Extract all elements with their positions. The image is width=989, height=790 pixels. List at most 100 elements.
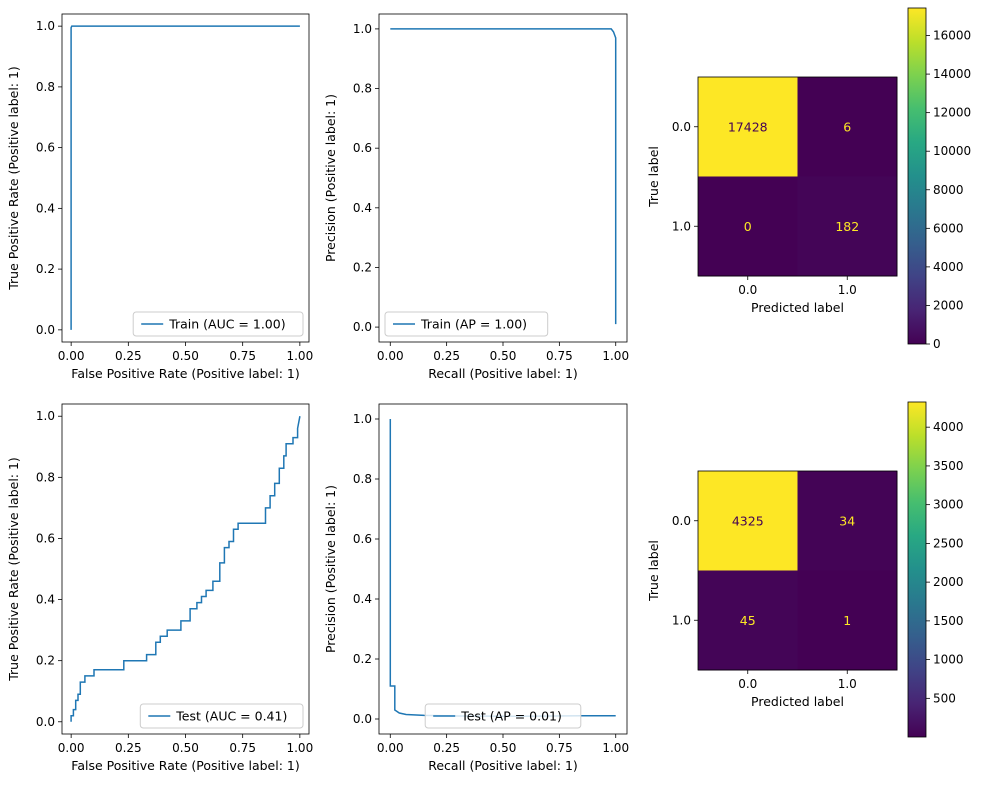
colorbar-tick-label: 3500 [933,459,964,473]
y-tick-label: 0.0 [353,712,372,726]
x-axis-label: Recall (Positive label: 1) [428,366,578,381]
y-tick-label: 0.2 [353,652,372,666]
heatmap-cell [698,570,798,671]
colorbar: 0 2000 4000 6000 8000 10000 12000 14000 16000 [907,7,971,351]
colorbar-tick-label: 2000 [933,298,964,312]
heatmap-cell [698,471,798,571]
axes-frame [697,470,898,671]
legend: Train (AP = 1.00) [384,311,549,337]
colorbar-tick-label: 3000 [933,498,964,512]
legend-label: Train (AUC = 1.00) [168,317,285,332]
y-tick-label: 0.6 [36,141,55,155]
x-tick-label: 1.0 [838,677,857,691]
x-axis-label: False Positive Rate (Positive label: 1) [71,366,299,381]
y-tick-label: 1.0 [353,412,372,426]
x-tick-label: 0.50 [172,349,199,363]
y-tick-label: 0.4 [36,593,55,607]
x-tick-label: 0.25 [115,349,142,363]
cell-value: 1 [843,613,851,628]
y-tick-label: 0.0 [36,715,55,729]
colorbar-tick-label: 10000 [933,144,971,158]
y-tick-label: 0.4 [353,201,372,215]
x-tick-label: 0.00 [58,741,85,755]
x-axis-label: False Positive Rate (Positive label: 1) [71,758,299,773]
y-tick-label: 0.4 [353,592,372,606]
y-tick-label: 0.6 [36,531,55,545]
x-axis-label: Predicted label [751,694,844,709]
series-line [70,25,300,330]
cell-value: 0 [744,219,752,234]
y-axis-label: Precision (Positive label: 1) [323,94,338,262]
colorbar-tick-label: 2500 [933,536,964,550]
legend-label: Train (AP = 1.00) [420,317,527,332]
legend-box [139,703,304,729]
colorbar-tick-label: 16000 [933,29,971,43]
y-tick-label: 1.0 [353,22,372,36]
y-axis-label: True Positive Rate (Positive label: 1) [6,457,21,682]
y-axis-label: True label [646,540,661,602]
y-tick-label: 0.4 [36,201,55,215]
colorbar-tick-label: 1500 [933,614,964,628]
y-tick-label: 0.8 [36,80,55,94]
x-tick-label: 0.00 [377,741,404,755]
test-pr-chart: 0.00 0.25 0.50 0.75 1.00 0.0 0.2 0.4 0.6 0.8 1.0 Re… [323,403,629,773]
x-tick-label: 0.75 [546,349,573,363]
heatmap-cell [698,176,798,277]
series-line [389,419,616,718]
colorbar: 500 1000 1500 2000 2500 3000 3500 4000 [907,401,964,738]
colorbar-bar [907,7,927,345]
train-roc-chart: 0.00 0.25 0.50 0.75 1.00 0.0 0.2 0.4 0.6 0.8 1.0 Fa… [6,13,313,381]
y-axis-label: True label [646,146,661,208]
colorbar-tick-label: 0 [933,337,941,351]
series-line [390,28,617,325]
legend-label: Test (AUC = 0.41) [175,709,287,724]
x-tick-label: 0.50 [490,741,517,755]
legend: Test (AP = 0.01) [424,703,582,729]
cell-value: 182 [835,219,859,234]
axes-frame [61,403,310,735]
x-tick-label: 0.75 [229,349,256,363]
colorbar-tick-label: 8000 [933,183,964,197]
legend: Train (AUC = 1.00) [132,311,304,337]
x-tick-label: 0.50 [490,349,517,363]
y-tick-label: 0.8 [36,470,55,484]
x-tick-label: 1.0 [838,283,857,297]
axes-frame [378,403,628,735]
x-tick-label: 0.75 [229,741,256,755]
y-tick-label: 1.0 [36,19,55,33]
y-tick-label: 0.6 [353,141,372,155]
y-tick-label: 0.0 [672,120,691,134]
legend-box [384,311,549,337]
train-cm-chart: 17428 6 0 182 0.0 0.0 1.0 1.0 Predicted label Tru… [646,7,971,351]
test-cm-chart: 4325 34 45 1 0.0 0.0 1.0 1.0 Predicted label True… [646,401,964,738]
x-tick-label: 1.00 [602,349,629,363]
y-axis-label: Precision (Positive label: 1) [323,485,338,653]
y-tick-label: 0.0 [672,514,691,528]
colorbar-tick-label: 500 [933,691,956,705]
cell-value: 45 [740,613,756,628]
cell-value: 4325 [732,513,764,528]
train-pr-chart: 0.00 0.25 0.50 0.75 1.00 0.0 0.2 0.4 0.6 0.8 1.0 Re… [323,13,629,381]
y-tick-label: 0.0 [36,323,55,337]
y-axis-label: True Positive Rate (Positive label: 1) [6,66,21,291]
series-line [70,416,301,722]
x-tick-label: 0.25 [433,349,460,363]
y-tick-label: 0.8 [353,472,372,486]
legend: Test (AUC = 0.41) [139,703,304,729]
heatmap-cell [797,77,898,177]
x-axis-label: Predicted label [751,300,844,315]
x-tick-label: 0.0 [738,677,757,691]
x-tick-label: 1.00 [286,349,313,363]
axes-frame [378,13,628,343]
y-tick-label: 0.0 [353,320,372,334]
x-tick-label: 0.0 [738,283,757,297]
x-tick-label: 1.00 [286,741,313,755]
x-tick-label: 0.25 [115,741,142,755]
colorbar-tick-label: 2000 [933,575,964,589]
cell-value: 17428 [728,119,768,134]
cell-value: 6 [843,119,851,134]
heatmap-cell [797,176,898,277]
axes-frame [697,76,898,277]
heatmap-cell [797,471,898,571]
colorbar-tick-label: 6000 [933,221,964,235]
